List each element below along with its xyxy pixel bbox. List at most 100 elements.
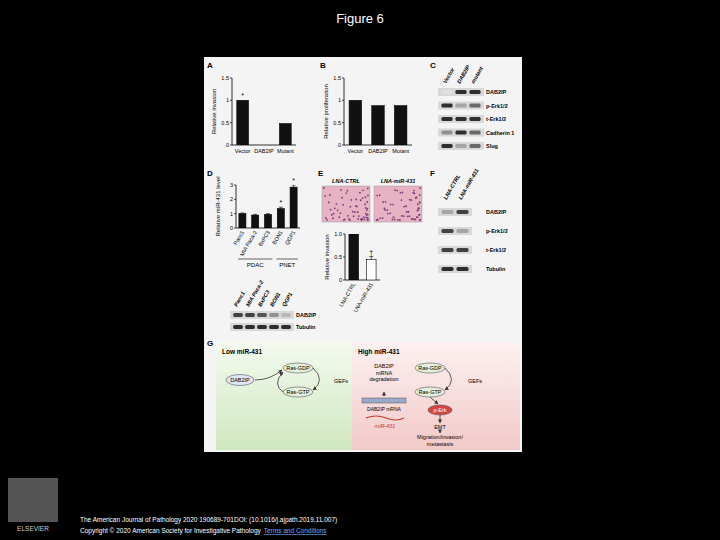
lane-label: LNA-miR-431 [457,168,479,201]
significance-mark: * [241,92,244,99]
band [441,117,452,121]
cell [354,211,356,213]
cell [410,199,412,201]
x-tick-label: DAB2IP [368,148,388,154]
cell [363,219,365,221]
error-bar [240,212,244,214]
marks [237,100,291,145]
panel-letter: C [430,61,436,70]
line: mRNA [376,370,393,376]
row-label: DAB2IP [296,312,317,318]
blot-strip [438,246,472,254]
bar-chart: 00.51.0Relative invasionLNA-CTRL†LNA-miR… [324,231,380,313]
node-label: GEFs [334,378,348,384]
cell [352,211,354,213]
y-tick-label: 1 [338,97,341,103]
node [428,405,452,415]
node-label: Ras-GTP [287,389,310,395]
row-label: DAB2IP [486,89,507,95]
y-tick-label: 1 [230,211,233,217]
cell [407,215,409,217]
error-bar [253,214,257,216]
cell [414,219,416,221]
cell [367,195,369,197]
cell [387,213,389,215]
low-panel [216,342,352,450]
band [457,229,469,233]
x-tick-label: Mutant [277,148,294,154]
cell [419,219,421,221]
x-tick-label: DAB2IP [254,148,274,154]
bar [279,124,291,145]
y-tick-label: 0 [339,277,342,283]
cell [367,214,369,216]
y-tick [230,145,232,146]
y-axis-label: Relative invasion [211,89,217,134]
cell [345,192,347,194]
node-label: DAB2IP mRNA [367,406,401,412]
cell [376,219,378,221]
cell [406,211,408,213]
panel-letter: D [207,169,213,178]
node [415,363,445,373]
mirna-strand [366,416,404,420]
y-tick [230,78,232,79]
band [233,313,243,317]
arrow [440,415,441,423]
marks [349,100,407,145]
y-tick [343,234,345,235]
cell [353,215,355,217]
bar [264,214,271,228]
cell [383,208,385,210]
significance-mark: * [292,177,295,184]
western-blot: CVectorDAB2IPmutantDAB2IPp-Erk1/2t-Erk1/… [430,61,514,150]
cell [334,207,336,209]
y-tick [342,122,344,123]
cell [396,190,398,192]
cell [357,218,359,220]
cell [417,207,419,209]
y-axis [236,185,237,228]
cell [413,190,415,192]
y-tick-label: 1 [226,97,229,103]
band [441,90,452,94]
citation: The American Journal of Pathology 2020 1… [80,516,337,524]
blot-strip [438,129,484,137]
cell [390,203,392,205]
error-bar [292,185,296,187]
cell [389,212,391,214]
blot-strip [438,88,484,96]
node-label: Ras-GDP [418,365,442,371]
cell [362,197,364,199]
y-tick-label: 0.5 [334,254,342,260]
bar [239,214,246,228]
band [469,144,480,148]
terms-link[interactable]: Terms and Conditions [264,527,328,534]
cell [409,199,411,201]
node [415,387,445,397]
cell [408,211,410,213]
band [457,267,469,271]
x-tick-label: Vector [235,148,251,154]
publisher-logo: ELSEVIER [17,525,49,532]
panel-title: High miR-431 [358,348,400,356]
y-tick-label: 2 [230,196,233,202]
lane-label: Vector [442,66,456,84]
cell [416,197,418,199]
arrow [384,392,385,396]
arrow [440,431,441,433]
arrow [255,370,282,380]
cell [408,215,410,217]
high-panel [352,342,520,450]
y-tick [230,100,232,101]
y-tick-label: 1.0 [334,231,342,237]
cell [391,219,393,221]
line: DAB2IP [374,363,394,369]
band [269,325,279,329]
mrna-strand [362,398,406,403]
image-label: LNA-miR-431 [381,178,416,184]
band [455,90,466,94]
x-tick-label: BON1 [271,230,284,246]
cell [349,219,351,221]
cell [382,217,384,219]
